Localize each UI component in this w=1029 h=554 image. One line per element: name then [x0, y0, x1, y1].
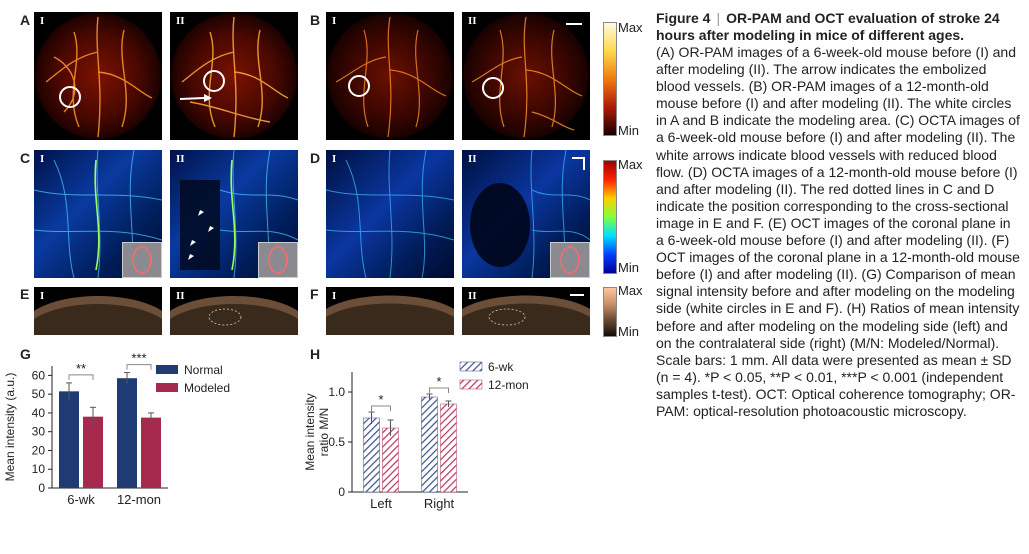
- colorbar-min-label: Min: [618, 123, 639, 138]
- sub-label: II: [176, 290, 185, 302]
- x-tick-label: Right: [424, 496, 455, 511]
- significance-marker: *: [436, 374, 441, 389]
- octa-image-c1: I: [34, 150, 162, 278]
- y-tick-label: 40: [32, 406, 46, 420]
- significance-marker: **: [76, 361, 86, 376]
- sub-label: I: [332, 15, 337, 27]
- significance-bracket: [429, 387, 449, 393]
- panel-letter-b: B: [310, 12, 321, 28]
- colorbar-min-label: Min: [618, 324, 639, 339]
- sub-label: I: [332, 290, 337, 302]
- oct-image-f1: I: [326, 287, 454, 335]
- orpam-image-b1: I: [326, 12, 454, 140]
- panel-letter-c: C: [20, 150, 31, 166]
- sub-label: I: [40, 290, 45, 302]
- octa-image-c2: II: [170, 150, 298, 278]
- y-tick-label: 0: [338, 485, 345, 499]
- octa-image-d2: II: [462, 150, 590, 278]
- panel-letter-h: H: [310, 346, 321, 362]
- significance-marker: ***: [131, 352, 146, 366]
- sub-label: I: [40, 15, 45, 27]
- legend-label: Modeled: [184, 381, 230, 395]
- panel-letter-e: E: [20, 286, 30, 302]
- figure-caption: Figure 4 | OR-PAM and OCT evaluation of st…: [656, 10, 1021, 420]
- y-tick-label: 0: [38, 481, 45, 495]
- legend-swatch: [459, 379, 483, 390]
- y-tick-label: 20: [32, 443, 46, 457]
- sub-label: II: [468, 15, 477, 27]
- y-axis-label: Mean intensity (a.u.): [3, 373, 17, 482]
- colorbar-octa: [603, 160, 617, 274]
- significance-bracket: [371, 405, 391, 411]
- bar: [59, 391, 79, 488]
- significance-marker: *: [378, 392, 383, 407]
- x-tick-label: 6-wk: [67, 492, 95, 507]
- y-tick-label: 60: [32, 368, 46, 382]
- orpam-image-a2: II: [170, 12, 298, 140]
- significance-bracket: [68, 374, 94, 380]
- sub-label: II: [176, 15, 185, 27]
- bar: [117, 378, 137, 488]
- y-tick-label: 0.5: [328, 435, 345, 449]
- oct-image-e2: II: [170, 287, 298, 335]
- colorbar-min-label: Min: [618, 260, 639, 275]
- colorbar-max-label: Max: [618, 20, 643, 35]
- legend-label: 12-mon: [488, 378, 529, 392]
- oct-image-f2: II: [462, 287, 590, 335]
- bar: [382, 427, 399, 493]
- oct-image-e1: I: [34, 287, 162, 335]
- orpam-image-a1: I: [34, 12, 162, 140]
- significance-bracket: [126, 364, 152, 370]
- x-tick-label: 12-mon: [117, 492, 161, 507]
- legend-swatch: [459, 361, 483, 372]
- y-tick-label: 50: [32, 387, 46, 401]
- bar: [440, 403, 457, 493]
- legend-swatch: [156, 365, 178, 374]
- colorbar-oct: [603, 287, 617, 337]
- y-tick-label: 1.0: [328, 385, 345, 399]
- bar: [141, 417, 161, 488]
- bar: [421, 396, 438, 493]
- figure-title: OR-PAM and OCT evaluation of stroke 24 h…: [656, 10, 1000, 43]
- y-tick-label: 30: [32, 425, 46, 439]
- sub-label: II: [468, 290, 477, 302]
- colorbar-max-label: Max: [618, 283, 643, 298]
- colorbar-orpam: [603, 22, 617, 136]
- legend-swatch: [156, 383, 178, 392]
- panel-letter-g: G: [20, 346, 31, 362]
- panel-letter-a: A: [20, 12, 31, 28]
- y-axis-label: Mean intensityratio M/N: [303, 393, 331, 470]
- octa-image-d1: I: [326, 150, 454, 278]
- legend-label: 6-wk: [488, 360, 514, 374]
- panel-letter-f: F: [310, 286, 319, 302]
- sub-label: I: [332, 153, 337, 165]
- sub-label: I: [40, 153, 45, 165]
- panel-letter-d: D: [310, 150, 321, 166]
- legend-label: Normal: [184, 363, 223, 377]
- figure-caption-text: (A) OR-PAM images of a 6-week-old mouse …: [656, 44, 1020, 419]
- figure-title-block: Figure 4 | OR-PAM and OCT evaluation of st…: [656, 10, 1000, 43]
- sub-label: II: [176, 153, 185, 165]
- figure-label: Figure 4: [656, 10, 711, 26]
- y-tick-label: 10: [32, 462, 46, 476]
- x-tick-label: Left: [370, 496, 392, 511]
- colorbar-max-label: Max: [618, 157, 643, 172]
- sub-label: II: [468, 153, 477, 165]
- orpam-image-b2: II: [462, 12, 590, 140]
- bar: [363, 417, 380, 493]
- bar: [83, 416, 103, 488]
